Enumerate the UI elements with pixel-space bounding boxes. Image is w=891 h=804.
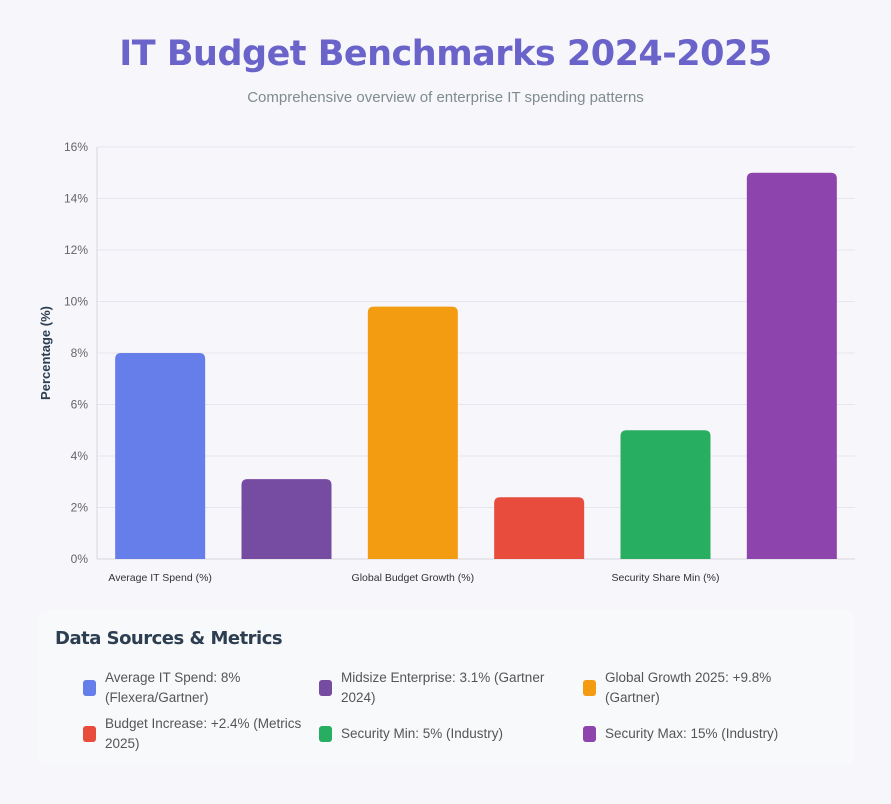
color-swatch <box>319 726 332 742</box>
y-tick-label: 16% <box>64 140 88 154</box>
y-tick-label: 0% <box>71 552 89 566</box>
page-subtitle: Comprehensive overview of enterprise IT … <box>247 89 644 106</box>
data-sources-card: Data Sources & Metrics Average IT Spend:… <box>37 610 855 765</box>
y-axis-label: Percentage (%) <box>38 306 53 400</box>
bar-chart: 0% 2% 4% 6% 8% 10% 12% 14% 16% Percentage (%) Aver… <box>38 140 855 584</box>
bar <box>620 430 711 559</box>
bar <box>746 172 837 559</box>
x-tick-label: Global Budget Growth (%) <box>352 572 475 584</box>
y-tick-label: 2% <box>71 501 89 515</box>
source-item: Average IT Spend: 8% (Flexera/Gartner) <box>83 668 315 708</box>
source-label: Midsize Enterprise: 3.1% (Gartner 2024) <box>341 670 545 705</box>
source-item: Midsize Enterprise: 3.1% (Gartner 2024) <box>319 668 551 708</box>
color-swatch <box>583 726 596 742</box>
y-tick-label: 8% <box>71 346 89 360</box>
bar <box>115 353 206 559</box>
bar <box>241 479 332 559</box>
source-label: Average IT Spend: 8% (Flexera/Gartner) <box>105 670 241 705</box>
source-label: Budget Increase: +2.4% (Metrics 2025) <box>105 716 302 751</box>
y-tick-label: 10% <box>64 295 88 309</box>
color-swatch <box>583 680 596 696</box>
source-item: Security Max: 15% (Industry) <box>583 724 820 744</box>
y-tick-label: 6% <box>71 398 89 412</box>
y-tick-label: 12% <box>64 243 88 257</box>
y-tick-label: 4% <box>71 449 89 463</box>
source-item: Budget Increase: +2.4% (Metrics 2025) <box>83 714 315 754</box>
color-swatch <box>83 726 96 742</box>
source-item: Global Growth 2025: +9.8% (Gartner) <box>583 668 820 708</box>
source-label: Global Growth 2025: +9.8% (Gartner) <box>605 670 772 705</box>
x-tick-label: Security Share Min (%) <box>612 572 720 584</box>
bar <box>367 306 458 559</box>
bar <box>494 497 585 559</box>
page-title: IT Budget Benchmarks 2024-2025 <box>119 34 772 74</box>
x-tick-label: Average IT Spend (%) <box>108 572 212 584</box>
source-item: Security Min: 5% (Industry) <box>319 724 551 744</box>
y-tick-label: 14% <box>64 192 88 206</box>
source-label: Security Min: 5% (Industry) <box>341 726 504 741</box>
color-swatch <box>319 680 332 696</box>
data-sources-title: Data Sources & Metrics <box>55 628 283 649</box>
source-label: Security Max: 15% (Industry) <box>605 726 779 741</box>
color-swatch <box>83 680 96 696</box>
